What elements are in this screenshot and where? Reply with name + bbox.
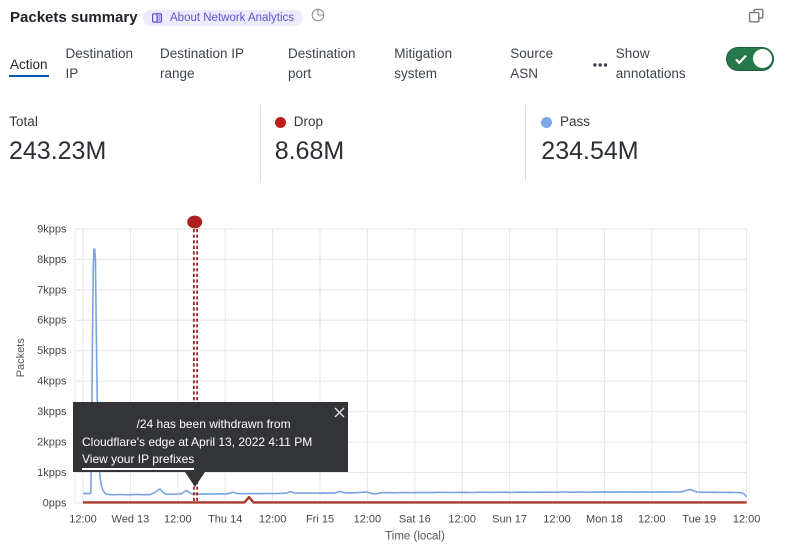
svg-text:12:00: 12:00 bbox=[69, 514, 97, 526]
svg-text:4kpps: 4kpps bbox=[37, 376, 67, 388]
svg-text:7kpps: 7kpps bbox=[37, 284, 67, 296]
svg-text:Tue 19: Tue 19 bbox=[682, 514, 716, 526]
svg-text:0pps: 0pps bbox=[43, 497, 67, 509]
svg-text:8kpps: 8kpps bbox=[37, 254, 67, 266]
svg-text:6kpps: 6kpps bbox=[37, 315, 67, 327]
svg-text:Packets: Packets bbox=[15, 338, 27, 378]
svg-text:Sat 16: Sat 16 bbox=[399, 514, 431, 526]
svg-text:Thu 14: Thu 14 bbox=[208, 514, 242, 526]
svg-text:12:00: 12:00 bbox=[638, 514, 666, 526]
svg-text:12:00: 12:00 bbox=[543, 514, 571, 526]
svg-text:12:00: 12:00 bbox=[733, 514, 761, 526]
svg-text:3kpps: 3kpps bbox=[37, 406, 67, 418]
svg-text:Time (local): Time (local) bbox=[385, 531, 445, 543]
svg-text:12:00: 12:00 bbox=[259, 514, 287, 526]
svg-text:12:00: 12:00 bbox=[164, 514, 192, 526]
svg-text:9kpps: 9kpps bbox=[37, 223, 67, 235]
svg-text:2kpps: 2kpps bbox=[37, 437, 67, 449]
svg-text:Wed 13: Wed 13 bbox=[112, 514, 150, 526]
svg-text:12:00: 12:00 bbox=[448, 514, 476, 526]
svg-text:1kpps: 1kpps bbox=[37, 467, 67, 479]
svg-text:Fri 15: Fri 15 bbox=[306, 514, 334, 526]
svg-text:5kpps: 5kpps bbox=[37, 345, 67, 357]
svg-text:Sun 17: Sun 17 bbox=[492, 514, 527, 526]
svg-text:12:00: 12:00 bbox=[354, 514, 382, 526]
svg-text:Mon 18: Mon 18 bbox=[586, 514, 623, 526]
